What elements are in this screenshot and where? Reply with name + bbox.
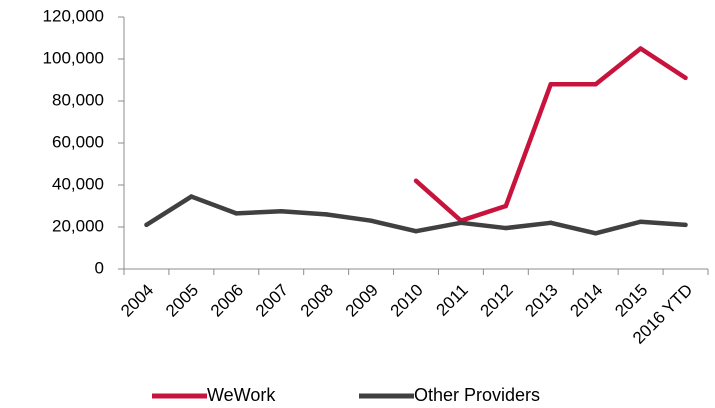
data-point [638, 219, 643, 224]
x-tick-label: 2009 [342, 280, 382, 320]
y-tick-label: 0 [95, 258, 104, 277]
data-point [189, 194, 194, 199]
legend-label: WeWork [207, 385, 276, 405]
series-lines [144, 46, 688, 236]
x-tick-label: 2011 [432, 280, 471, 319]
legend-label: Other Providers [414, 385, 540, 405]
legend: WeWork Other Providers [152, 385, 540, 405]
x-tick-label: 2013 [521, 280, 561, 320]
x-tick-label: 2008 [297, 280, 337, 320]
y-tick-label: 60,000 [52, 132, 104, 151]
data-point [503, 203, 509, 209]
data-point [593, 81, 598, 87]
data-point [368, 218, 374, 223]
data-point [503, 225, 509, 231]
axes [118, 16, 709, 275]
x-tick-label: 2004 [117, 280, 157, 320]
data-point [458, 220, 464, 226]
series-line-wework [414, 46, 687, 223]
x-tick-label: 2012 [476, 280, 516, 320]
y-tick-label: 100,000 [43, 48, 104, 67]
x-tick-label: 2007 [252, 280, 292, 320]
x-tick-label: 2015 [611, 280, 651, 320]
x-tick-label: 2014 [566, 280, 606, 320]
x-tick-label: 2010 [387, 280, 427, 320]
x-tick-label: 2006 [207, 280, 247, 320]
y-tick-label: 40,000 [52, 174, 104, 193]
data-point [683, 222, 688, 228]
y-tick-label: 120,000 [43, 6, 104, 25]
data-point [548, 220, 554, 226]
data-point [413, 228, 419, 234]
x-tick-label: 2005 [162, 280, 202, 320]
y-tick-label: 80,000 [52, 90, 104, 109]
series-line-other-providers [145, 194, 686, 236]
data-point [278, 209, 284, 214]
y-tick-label: 20,000 [52, 216, 104, 235]
x-axis-ticks: 2004 2005 2006 2007 2008 2009 2010 2011 2012 2013… [117, 280, 696, 347]
data-point [144, 222, 149, 228]
data-point [593, 231, 598, 236]
data-point [323, 212, 329, 217]
data-point [234, 211, 239, 216]
y-axis-ticks: 0 20,000 40,000 60,000 80,000 100,000 120,000 [43, 6, 104, 277]
data-point [413, 178, 419, 184]
data-point [638, 46, 643, 51]
data-point [548, 81, 554, 87]
data-point [683, 75, 688, 81]
